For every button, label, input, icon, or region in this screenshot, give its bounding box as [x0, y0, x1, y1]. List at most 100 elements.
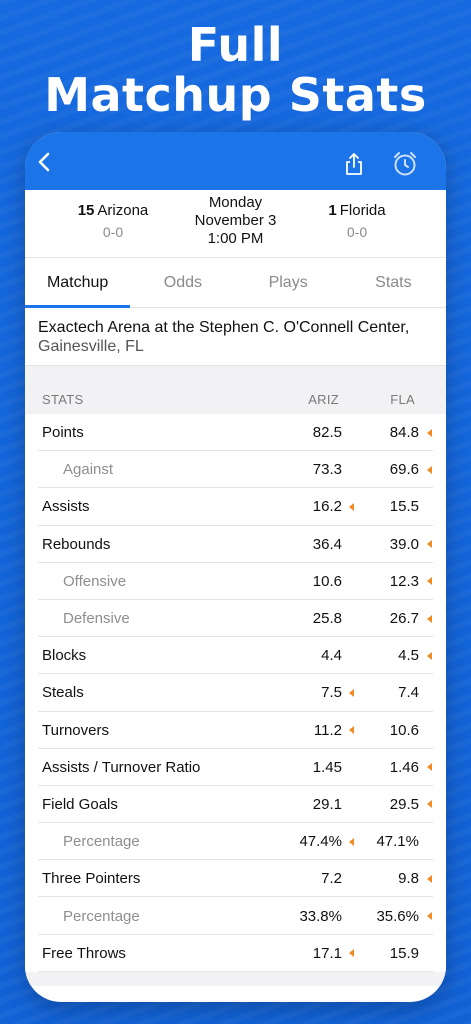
venue-city: Gainesville, FL — [38, 338, 144, 355]
stat-home-value-text: 12.3 — [389, 572, 419, 590]
stat-home-value: 7.4 — [356, 684, 446, 701]
stat-home-value: 35.6% — [356, 908, 446, 925]
stat-away-value: 36.4 — [266, 536, 356, 553]
stats-header-label: STATS — [42, 391, 84, 407]
game-clock-time: 1:00 PM — [207, 230, 264, 247]
advantage-arrow-icon — [427, 614, 432, 623]
tab-odds[interactable]: Odds — [163, 274, 202, 291]
tab-plays[interactable]: Plays — [268, 274, 308, 291]
stat-label: Field Goals — [42, 795, 118, 813]
advantage-arrow-icon — [349, 949, 354, 958]
stat-home-value-text: 15.9 — [389, 944, 419, 962]
stats-header: STATS ARIZ FLA — [25, 384, 446, 414]
tab-matchup[interactable]: Matchup — [25, 258, 131, 308]
away-record: 0-0 — [102, 224, 124, 240]
away-team-name: Arizona — [97, 202, 149, 219]
game-time: Monday November 3 1:00 PM — [175, 194, 296, 248]
game-day: Monday — [208, 194, 263, 211]
stat-row: Field Goals 29.1 29.5 — [25, 786, 446, 824]
advantage-arrow-icon — [427, 540, 432, 549]
stat-home-value-text: 15.5 — [389, 498, 419, 516]
stat-away-value: 7.2 — [266, 870, 356, 887]
stat-label: Percentage — [63, 833, 140, 851]
stat-home-value-text: 29.5 — [389, 795, 419, 813]
stat-row: Offensive 10.6 12.3 — [25, 563, 446, 601]
stat-away-value: 33.8% — [266, 908, 356, 925]
stat-away-value-text: 47.4% — [299, 833, 342, 851]
phone-screen: 15 Arizona 0-0 Monday November 3 1:00 PM … — [25, 132, 446, 1002]
stat-row: Steals 7.5 7.4 — [25, 674, 446, 712]
nav-bar — [25, 132, 446, 190]
hero-title-line2: Matchup Stats — [44, 68, 427, 122]
hero-title: Full Matchup Stats — [0, 20, 471, 120]
stat-row: Against 73.3 69.6 — [25, 451, 446, 489]
stat-label: Three Pointers — [42, 870, 141, 888]
stat-row: Points 82.5 84.8 — [25, 414, 446, 452]
alarm-clock-icon[interactable] — [391, 150, 419, 178]
stat-away-value: 73.3 — [266, 461, 356, 478]
venue-info: Exactech Arena at the Stephen C. O'Conne… — [25, 308, 446, 366]
stats-section: STATS ARIZ FLA Points 82.5 84.8 Against 73.3… — [25, 366, 446, 986]
stat-home-value: 12.3 — [356, 573, 446, 590]
stat-row: Percentage 33.8% 35.6% — [25, 897, 446, 935]
stat-label: Against — [63, 461, 114, 479]
stats-table: Points 82.5 84.8 Against 73.3 69.6 Assists 16.2… — [25, 414, 446, 973]
advantage-arrow-icon — [349, 688, 354, 697]
stat-away-value-text: 7.2 — [321, 870, 342, 888]
stat-home-value-text: 7.4 — [398, 684, 419, 702]
stat-home-value: 9.8 — [356, 870, 446, 887]
stat-away-value-text: 10.6 — [312, 572, 342, 590]
stat-home-value: 69.6 — [356, 461, 446, 478]
stat-home-value: 29.5 — [356, 796, 446, 813]
stat-home-value-text: 10.6 — [389, 721, 419, 739]
stat-away-value-text: 73.3 — [312, 461, 342, 479]
stat-home-value: 1.46 — [356, 759, 446, 776]
stat-away-value: 1.45 — [266, 759, 356, 776]
stat-away-value-text: 1.45 — [312, 758, 342, 776]
stat-away-value: 7.5 — [266, 684, 356, 701]
stat-label: Turnovers — [42, 721, 109, 739]
stat-label: Points — [42, 424, 84, 442]
stat-home-value-text: 9.8 — [398, 870, 419, 888]
stat-row: Assists / Turnover Ratio 1.45 1.46 — [25, 749, 446, 787]
stat-away-value: 10.6 — [266, 573, 356, 590]
stat-row: Three Pointers 7.2 9.8 — [25, 860, 446, 898]
home-team[interactable]: 1 Florida 0-0 — [287, 202, 427, 240]
stat-home-value-text: 1.46 — [389, 758, 419, 776]
stat-away-value: 17.1 — [266, 945, 356, 962]
stat-away-value-text: 17.1 — [312, 944, 342, 962]
stat-away-value-text: 4.4 — [321, 647, 342, 665]
stat-label: Rebounds — [42, 535, 111, 553]
stat-row: Rebounds 36.4 39.0 — [25, 526, 446, 563]
stat-label: Blocks — [42, 647, 87, 665]
stat-home-value: 10.6 — [356, 722, 446, 739]
stat-home-value-text: 39.0 — [389, 535, 419, 553]
advantage-arrow-icon — [427, 651, 432, 660]
away-team[interactable]: 15 Arizona 0-0 — [43, 202, 183, 240]
stat-row: Assists 16.2 15.5 — [25, 488, 446, 526]
chevron-left-icon[interactable] — [33, 150, 57, 174]
stat-away-value: 25.8 — [266, 610, 356, 627]
stat-row: Blocks 4.4 4.5 — [25, 637, 446, 675]
stat-away-value: 29.1 — [266, 796, 356, 813]
stat-away-value: 82.5 — [266, 424, 356, 441]
advantage-arrow-icon — [427, 763, 432, 772]
advantage-arrow-icon — [427, 428, 432, 437]
stat-home-value: 39.0 — [356, 536, 446, 553]
stat-label: Free Throws — [42, 944, 126, 962]
stat-away-value: 4.4 — [266, 647, 356, 664]
stat-home-value-text: 35.6% — [376, 907, 419, 925]
stats-header-home: FLA — [390, 391, 415, 407]
stat-label: Steals — [42, 684, 84, 702]
stat-home-value: 15.9 — [356, 945, 446, 962]
home-rank: 1 — [328, 202, 337, 219]
stat-away-value-text: 36.4 — [312, 535, 342, 553]
stat-home-value: 47.1% — [356, 833, 446, 850]
away-rank: 15 — [77, 202, 95, 219]
stat-home-value-text: 69.6 — [389, 461, 419, 479]
stat-home-value-text: 4.5 — [398, 647, 419, 665]
stat-label: Assists — [42, 498, 90, 516]
tab-stats[interactable]: Stats — [375, 274, 412, 291]
share-icon[interactable] — [343, 152, 365, 176]
advantage-arrow-icon — [349, 502, 354, 511]
